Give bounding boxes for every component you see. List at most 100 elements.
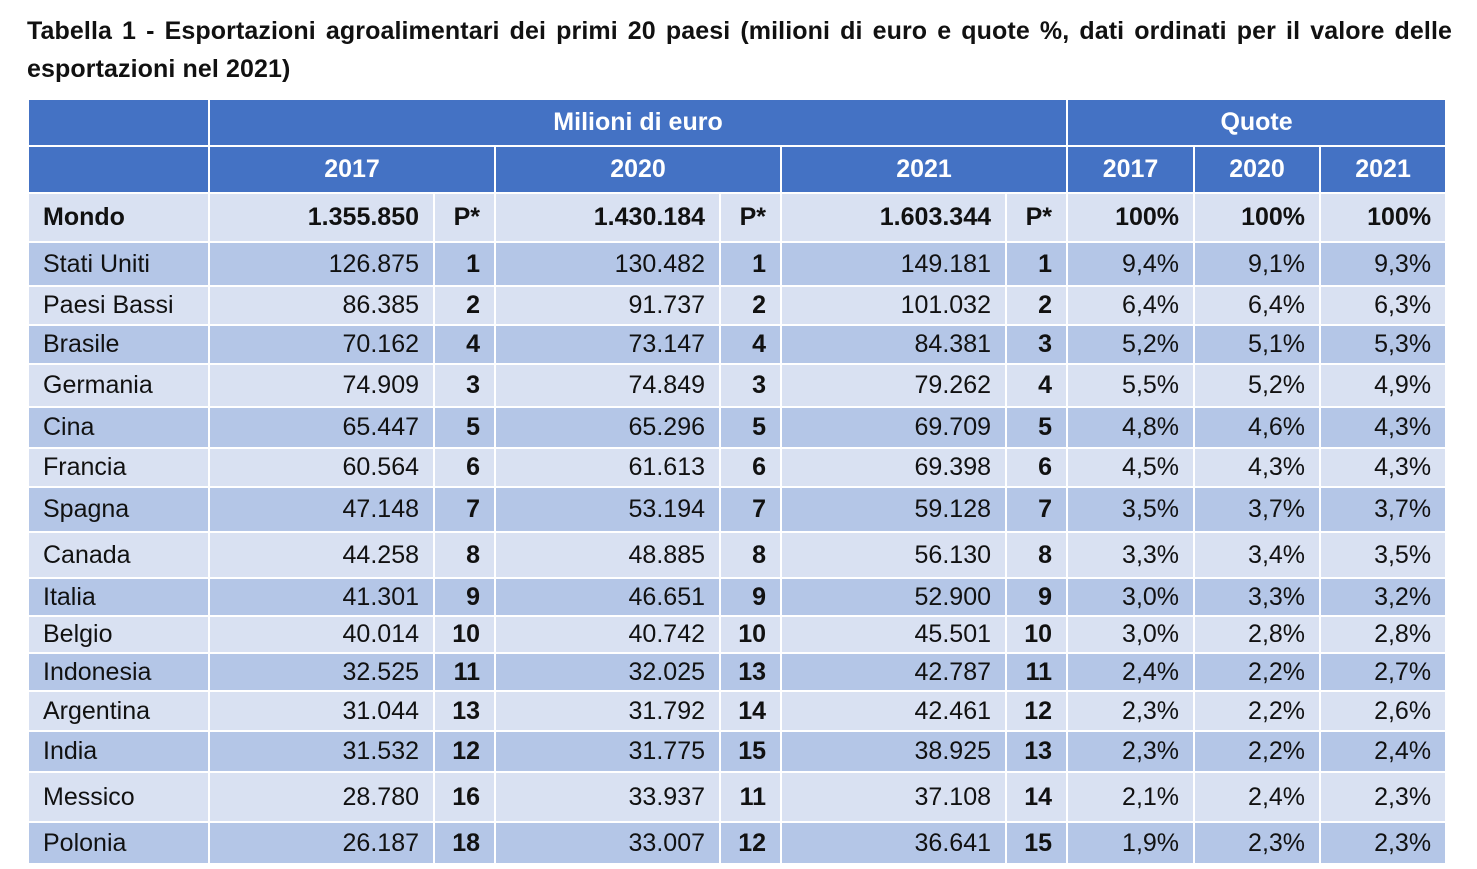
value-2020-cell: 53.194: [494, 486, 721, 533]
table-title: Tabella 1 - Esportazioni agroalimentari …: [27, 17, 1452, 83]
share-2017-cell: 4,5%: [1066, 447, 1196, 488]
rank-2017-cell: 16: [433, 771, 496, 823]
value-2021-cell: 37.108: [780, 771, 1007, 823]
rank-2020-cell: 3: [719, 363, 782, 408]
header-row-years: 2017 2020 2021 2017 2020 2021: [27, 145, 1448, 194]
rank-2020-cell: 13: [719, 652, 782, 692]
value-2017-cell: 70.162: [208, 324, 435, 365]
country-cell: Paesi Bassi: [27, 285, 210, 326]
rank-2017-cell: 3: [433, 363, 496, 408]
share-2021-cell: 2,8%: [1319, 615, 1448, 654]
share-2021-cell: 2,4%: [1319, 730, 1448, 773]
country-cell: Brasile: [27, 324, 210, 365]
world-share-2020: 100%: [1193, 192, 1322, 243]
share-2021-cell: 2,7%: [1319, 652, 1448, 692]
rank-2017-cell: 18: [433, 821, 496, 865]
country-cell: Indonesia: [27, 652, 210, 692]
value-2017-cell: 26.187: [208, 821, 435, 865]
value-2020-cell: 31.792: [494, 690, 721, 732]
value-2021-cell: 69.398: [780, 447, 1007, 488]
rank-2020-cell: 2: [719, 285, 782, 326]
header-share-year-2021: 2021: [1319, 145, 1448, 194]
rank-2021-cell: 8: [1004, 531, 1069, 579]
rank-2021-cell: 3: [1004, 324, 1069, 365]
value-2017-cell: 40.014: [208, 615, 435, 654]
value-2017-cell: 65.447: [208, 406, 435, 449]
share-2020-cell: 2,8%: [1193, 615, 1322, 654]
share-2020-cell: 2,2%: [1193, 652, 1322, 692]
world-label: Mondo: [27, 192, 210, 243]
share-2017-cell: 5,2%: [1066, 324, 1196, 365]
share-2020-cell: 2,2%: [1193, 730, 1322, 773]
share-2021-cell: 4,3%: [1319, 406, 1448, 449]
header-row-groups: Milioni di euro Quote: [27, 98, 1448, 147]
rank-2020-cell: 15: [719, 730, 782, 773]
table-row: Francia 60.564 6 61.613 6 69.398 6 4,5% 4,3% 4,3%: [27, 447, 1448, 488]
country-cell: Spagna: [27, 486, 210, 533]
share-2020-cell: 9,1%: [1193, 241, 1322, 287]
rank-2020-cell: 10: [719, 615, 782, 654]
rank-2021-cell: 2: [1004, 285, 1069, 326]
table-row: Messico 28.780 16 33.937 11 37.108 14 2,1% 2,4% 2…: [27, 771, 1448, 823]
table-row: Paesi Bassi 86.385 2 91.737 2 101.032 2 6,4% 6,4…: [27, 285, 1448, 326]
rank-2021-cell: 9: [1004, 577, 1069, 617]
header-corner-cell: [27, 98, 210, 147]
value-2021-cell: 52.900: [780, 577, 1007, 617]
rank-2020-cell: 14: [719, 690, 782, 732]
share-2020-cell: 2,3%: [1193, 821, 1322, 865]
rank-2017-cell: 4: [433, 324, 496, 365]
rank-2017-cell: 13: [433, 690, 496, 732]
share-2021-cell: 2,3%: [1319, 821, 1448, 865]
value-2020-cell: 61.613: [494, 447, 721, 488]
share-2020-cell: 2,4%: [1193, 771, 1322, 823]
value-2021-cell: 45.501: [780, 615, 1007, 654]
rank-2020-cell: 11: [719, 771, 782, 823]
share-2017-cell: 4,8%: [1066, 406, 1196, 449]
share-2020-cell: 4,3%: [1193, 447, 1322, 488]
share-2020-cell: 2,2%: [1193, 690, 1322, 732]
value-2020-cell: 33.937: [494, 771, 721, 823]
country-cell: Italia: [27, 577, 210, 617]
share-2017-cell: 3,0%: [1066, 615, 1196, 654]
rank-2017-cell: 8: [433, 531, 496, 579]
rank-2021-cell: 4: [1004, 363, 1069, 408]
share-2021-cell: 3,5%: [1319, 531, 1448, 579]
header-year-2021: 2021: [779, 145, 1069, 194]
country-cell: Germania: [27, 363, 210, 408]
rank-2021-cell: 14: [1004, 771, 1069, 823]
rank-2017-cell: 10: [433, 615, 496, 654]
country-cell: Argentina: [27, 690, 210, 732]
value-2017-cell: 31.532: [208, 730, 435, 773]
share-2021-cell: 9,3%: [1319, 241, 1448, 287]
value-2020-cell: 48.885: [494, 531, 721, 579]
header-share-year-2017: 2017: [1066, 145, 1196, 194]
share-2021-cell: 6,3%: [1319, 285, 1448, 326]
value-2017-cell: 47.148: [208, 486, 435, 533]
share-2020-cell: 5,1%: [1193, 324, 1322, 365]
value-2020-cell: 65.296: [494, 406, 721, 449]
rank-2021-cell: 11: [1004, 652, 1069, 692]
world-share-2021: 100%: [1319, 192, 1448, 243]
share-2017-cell: 6,4%: [1066, 285, 1196, 326]
value-2021-cell: 149.181: [780, 241, 1007, 287]
share-2021-cell: 4,9%: [1319, 363, 1448, 408]
table-row: Germania 74.909 3 74.849 3 79.262 4 5,5% 5,2% 4,9…: [27, 363, 1448, 408]
value-2017-cell: 41.301: [208, 577, 435, 617]
table-row: Polonia 26.187 18 33.007 12 36.641 15 1,9% 2,3% 2…: [27, 821, 1448, 865]
header-share-year-2020: 2020: [1193, 145, 1322, 194]
world-rank-2020: P*: [719, 192, 782, 243]
share-2020-cell: 5,2%: [1193, 363, 1322, 408]
country-cell: Canada: [27, 531, 210, 579]
value-2017-cell: 44.258: [208, 531, 435, 579]
value-2020-cell: 46.651: [494, 577, 721, 617]
share-2020-cell: 4,6%: [1193, 406, 1322, 449]
share-2020-cell: 6,4%: [1193, 285, 1322, 326]
rank-2021-cell: 6: [1004, 447, 1069, 488]
value-2020-cell: 31.775: [494, 730, 721, 773]
value-2021-cell: 79.262: [780, 363, 1007, 408]
value-2017-cell: 31.044: [208, 690, 435, 732]
value-2020-cell: 32.025: [494, 652, 721, 692]
value-2021-cell: 38.925: [780, 730, 1007, 773]
value-2021-cell: 84.381: [780, 324, 1007, 365]
rank-2020-cell: 5: [719, 406, 782, 449]
